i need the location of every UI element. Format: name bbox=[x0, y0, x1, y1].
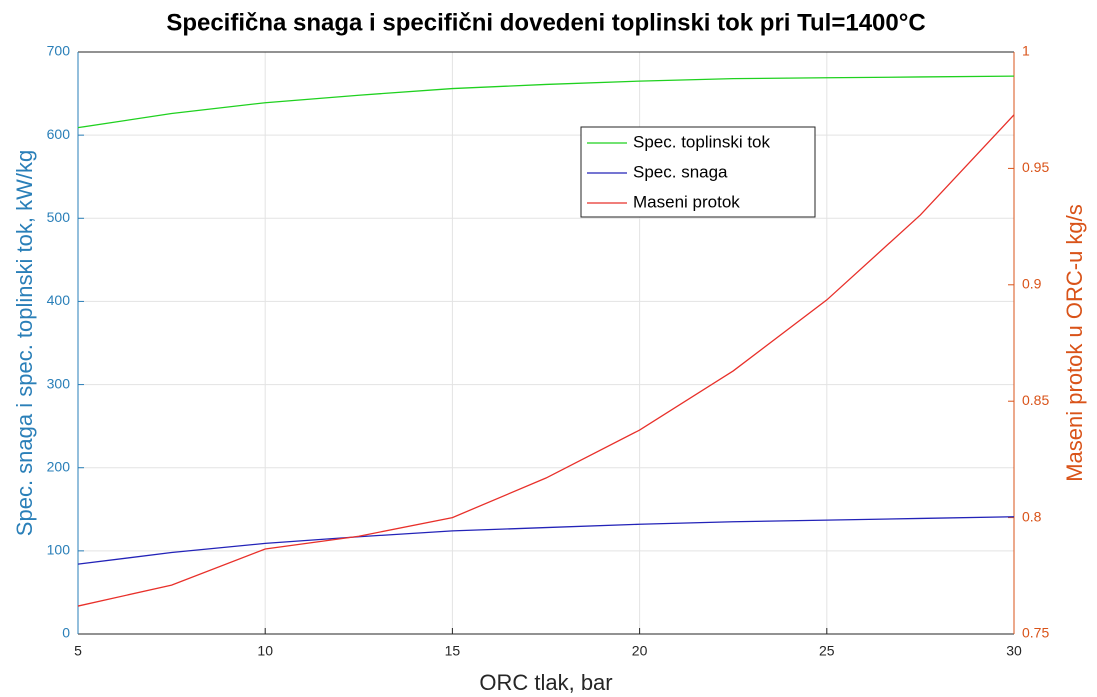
series-line bbox=[77, 114, 1015, 607]
y2-axis-label: Maseni protok u ORC-u kg/s bbox=[1062, 204, 1087, 482]
y-tick-label: 0 bbox=[62, 625, 70, 641]
x-tick-label: 15 bbox=[445, 643, 461, 659]
x-tick-label: 5 bbox=[74, 643, 82, 659]
chart-title: Specifična snaga i specifični dovedeni t… bbox=[166, 9, 925, 36]
series-line bbox=[77, 75, 1015, 129]
legend-box bbox=[580, 126, 816, 218]
x-tick-label: 20 bbox=[632, 643, 648, 659]
y-axis-label: Spec. snaga i spec. toplinski tok, kW/kg bbox=[12, 150, 37, 536]
y-tick-label: 300 bbox=[47, 375, 71, 391]
y-tick-label: 200 bbox=[47, 458, 71, 474]
legend-label: Spec. toplinski tok bbox=[633, 132, 771, 151]
y-tick-label: 400 bbox=[47, 292, 71, 308]
y-tick-label: 100 bbox=[47, 542, 71, 558]
y-tick-label: 600 bbox=[47, 126, 71, 142]
y2-tick-label: 0.75 bbox=[1022, 625, 1049, 641]
y2-tick-label: 0.85 bbox=[1022, 392, 1049, 408]
y2-tick-label: 0.9 bbox=[1022, 276, 1042, 292]
x-tick-label: 30 bbox=[1006, 643, 1022, 659]
y-tick-label: 500 bbox=[47, 209, 71, 225]
y2-tick-label: 0.8 bbox=[1022, 508, 1042, 524]
x-tick-label: 25 bbox=[819, 643, 835, 659]
y2-tick-label: 1 bbox=[1022, 43, 1030, 59]
series-line bbox=[77, 516, 1015, 565]
y-tick-label: 700 bbox=[47, 43, 71, 59]
legend-label: Maseni protok bbox=[633, 192, 740, 211]
y2-tick-label: 0.95 bbox=[1022, 159, 1049, 175]
x-axis-label: ORC tlak, bar bbox=[479, 670, 612, 695]
x-tick-label: 10 bbox=[257, 643, 273, 659]
legend-label: Spec. snaga bbox=[633, 162, 728, 181]
